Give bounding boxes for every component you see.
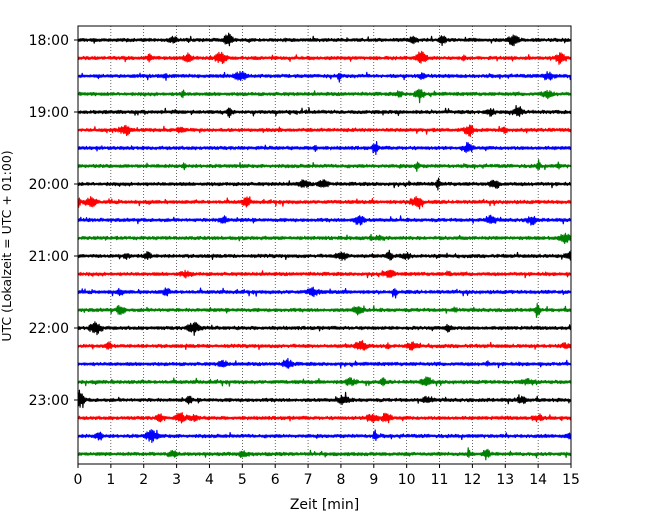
trace-1945 [77, 159, 572, 172]
y-tick-label: 20:00 [29, 177, 69, 193]
y-tick-label: 22:00 [29, 321, 69, 337]
trace-2230 [77, 357, 572, 369]
y-tick-label: 21:00 [29, 249, 69, 265]
x-tick-label: 2 [139, 472, 148, 488]
x-tick-label: 1 [106, 472, 115, 488]
trace-2130 [77, 286, 572, 299]
trace-1815 [77, 50, 572, 65]
trace-1845 [77, 88, 572, 104]
x-tick-label: 14 [529, 472, 547, 488]
trace-2115 [77, 269, 572, 279]
x-axis-ticks: 0 1 2 3 4 5 6 7 8 9 10 11 12 13 14 15 [74, 464, 580, 488]
x-tick-label: 13 [496, 472, 514, 488]
trace-1830 [77, 70, 572, 83]
y-axis-ticks: 18:00 19:00 20:00 21:00 22:00 23:00 [29, 33, 78, 409]
x-tick-label: 12 [463, 472, 481, 488]
trace-2330 [77, 429, 572, 444]
trace-1900 [77, 105, 572, 119]
x-axis-label: Zeit [min] [290, 497, 359, 513]
x-tick-label: 7 [304, 472, 313, 488]
trace-1800 [77, 32, 572, 47]
trace-2245 [77, 376, 572, 387]
trace-2145 [77, 303, 572, 318]
trace-1915 [77, 124, 572, 137]
trace-2300 [77, 389, 572, 409]
x-tick-label: 5 [238, 472, 247, 488]
trace-2215 [77, 340, 572, 351]
trace-2100 [77, 249, 572, 261]
trace-2200 [77, 321, 572, 336]
x-tick-label: 0 [74, 472, 83, 488]
x-tick-label: 9 [369, 472, 378, 488]
trace-2000 [77, 177, 572, 191]
x-tick-label: 8 [336, 472, 345, 488]
trace-1930 [77, 141, 572, 156]
trace-2030 [77, 214, 572, 226]
y-axis-label: UTC (Lokalzeit = UTC + 01:00) [0, 150, 14, 341]
plot-frame [77, 25, 572, 465]
trace-layer [77, 32, 572, 461]
y-tick-label: 23:00 [29, 393, 69, 409]
trace-2315 [77, 412, 572, 424]
x-tick-label: 4 [205, 472, 214, 488]
x-tick-label: 11 [431, 472, 449, 488]
x-tick-label: 15 [562, 472, 580, 488]
y-tick-label: 18:00 [29, 33, 69, 49]
x-tick-label: 3 [172, 472, 181, 488]
trace-2345 [77, 447, 572, 461]
grid-layer [110, 26, 539, 464]
x-tick-label: 6 [271, 472, 280, 488]
x-tick-label: 10 [398, 472, 416, 488]
trace-2045 [77, 232, 572, 245]
trace-2015 [77, 196, 572, 210]
y-tick-label: 19:00 [29, 105, 69, 121]
